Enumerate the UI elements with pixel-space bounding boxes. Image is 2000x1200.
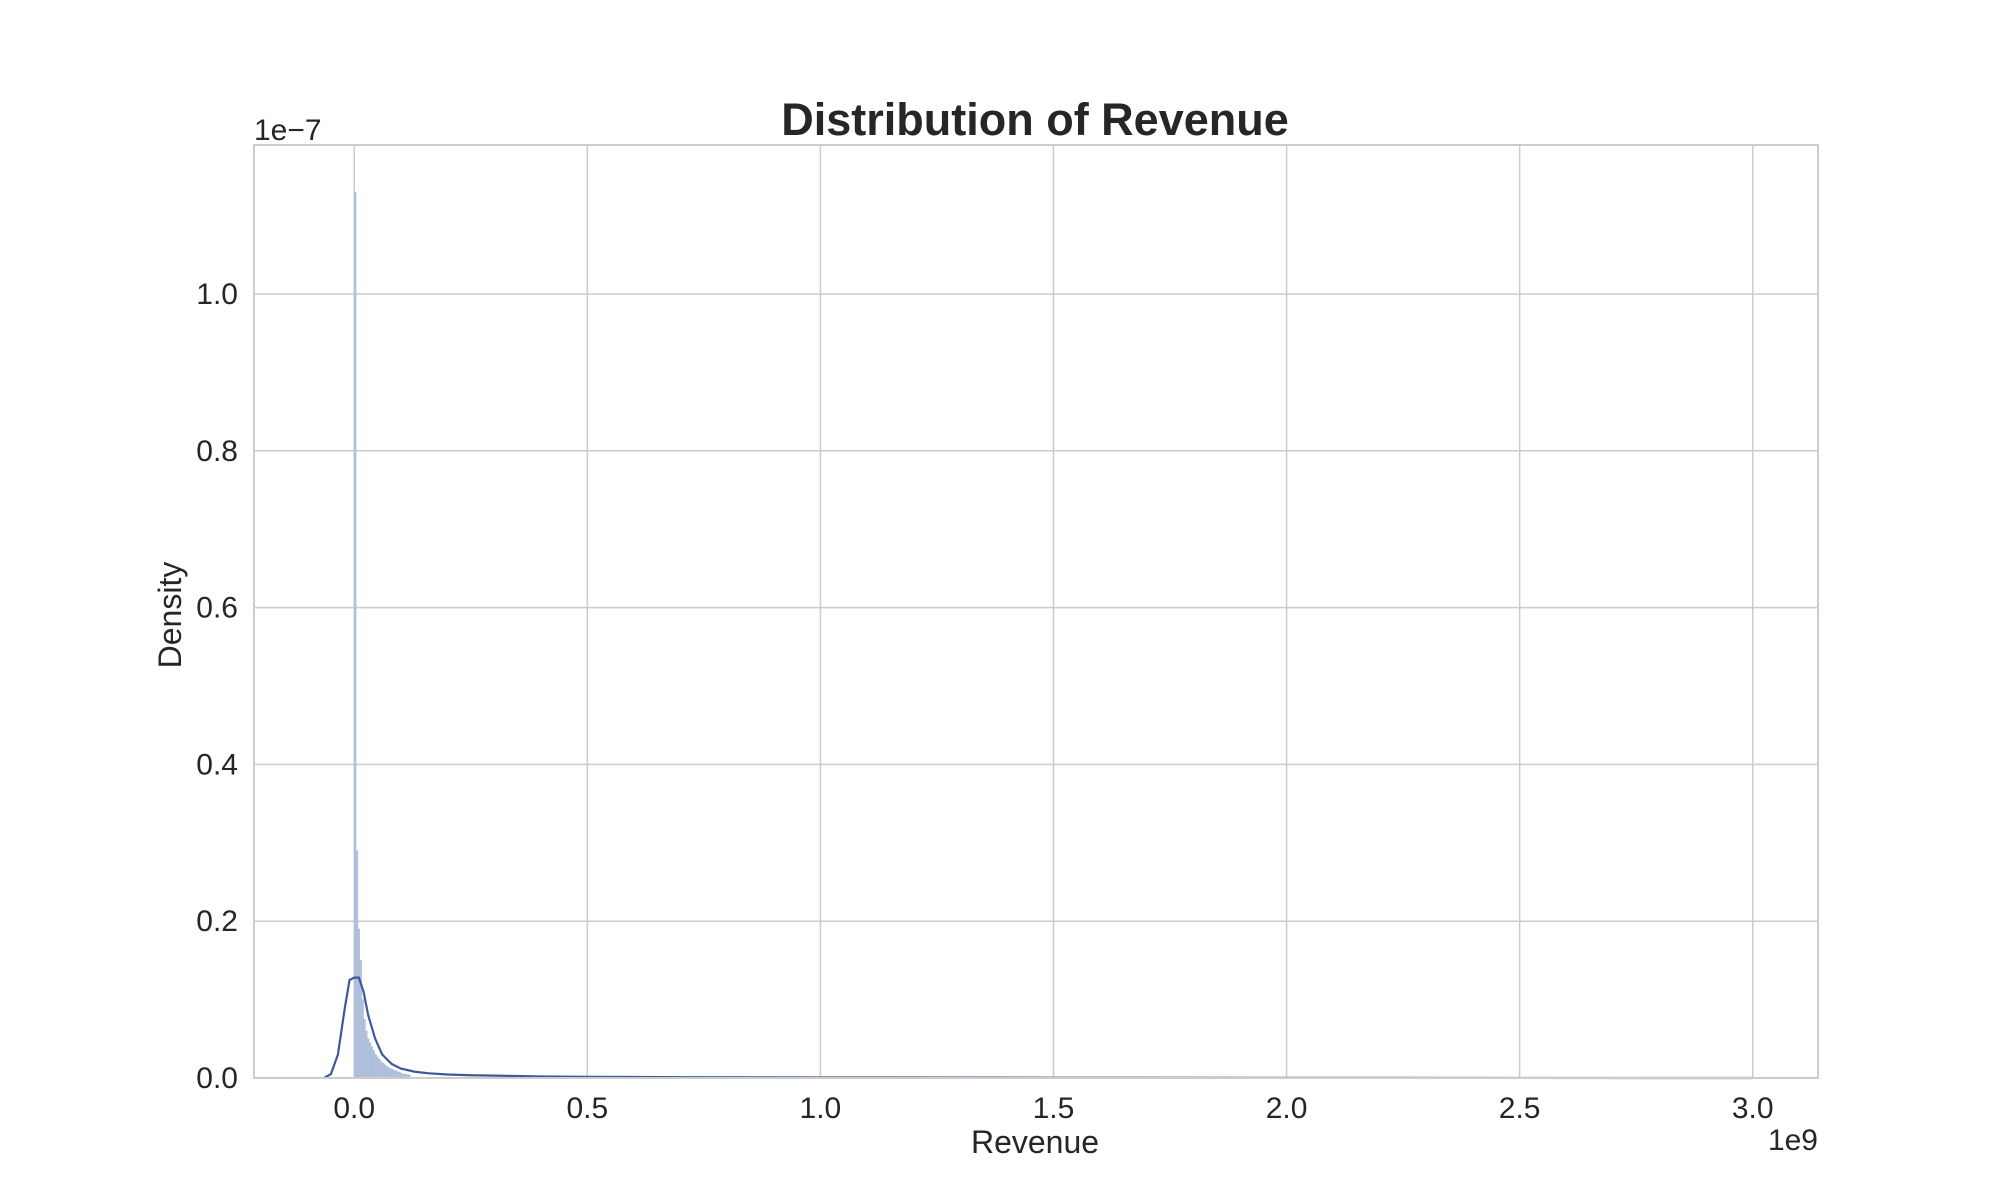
histogram-bar	[357, 928, 361, 1079]
y-offset-label: 1e−7	[254, 114, 322, 147]
histogram-bar	[372, 1050, 375, 1079]
histogram-bar	[391, 1069, 394, 1079]
y-tick-label: 0.8	[196, 435, 238, 468]
x-tick-label: 1.0	[800, 1092, 842, 1125]
x-tick-label: 2.0	[1266, 1092, 1308, 1125]
histogram-bar	[355, 850, 359, 1079]
y-tick-labels: 0.0 0.2 0.4 0.6 0.8 1.0	[196, 278, 238, 1095]
grid-lines	[254, 145, 1818, 1079]
histogram-bar	[387, 1067, 390, 1079]
kde-curve	[323, 976, 1753, 1080]
histogram-bar	[395, 1070, 398, 1079]
y-tick-label: 1.0	[196, 278, 238, 311]
x-axis-label: Revenue	[971, 1124, 1099, 1160]
histogram-bar	[367, 1038, 370, 1079]
x-tick-label: 0.5	[566, 1092, 608, 1125]
histogram-bar	[354, 191, 357, 1079]
chart-title: Distribution of Revenue	[781, 94, 1289, 145]
y-tick-label: 0.4	[196, 748, 238, 781]
histogram-bar	[363, 1018, 366, 1079]
x-offset-label: 1e9	[1768, 1124, 1818, 1157]
y-tick-label: 0.2	[196, 905, 238, 938]
histogram-bars	[354, 191, 411, 1079]
histogram-bar	[385, 1066, 388, 1079]
histogram-bar	[370, 1046, 374, 1079]
histogram-bar	[365, 1030, 368, 1079]
x-tick-label: 0.0	[333, 1092, 375, 1125]
plot-frame	[253, 144, 1819, 1079]
histogram-bar	[374, 1054, 377, 1079]
y-axis-label: Density	[152, 562, 188, 669]
y-tick-label: 0.6	[196, 592, 238, 625]
histogram-bar	[389, 1068, 392, 1079]
histogram-bar	[381, 1062, 385, 1079]
histogram-bar	[361, 999, 364, 1079]
kde-line	[323, 976, 1753, 1080]
x-tick-labels: 0.0 0.5 1.0 1.5 2.0 2.5 3.0	[333, 1092, 1773, 1125]
histogram-bar	[368, 1042, 372, 1079]
x-tick-label: 2.5	[1499, 1092, 1541, 1125]
histogram-bar	[393, 1069, 396, 1079]
y-tick-label: 0.0	[196, 1062, 238, 1095]
x-tick-label: 3.0	[1732, 1092, 1774, 1125]
histogram-bar	[378, 1058, 381, 1079]
histogram-bar	[383, 1064, 387, 1079]
x-tick-label: 1.5	[1033, 1092, 1075, 1125]
histogram-bar	[376, 1056, 379, 1079]
histogram-bar	[380, 1061, 383, 1079]
